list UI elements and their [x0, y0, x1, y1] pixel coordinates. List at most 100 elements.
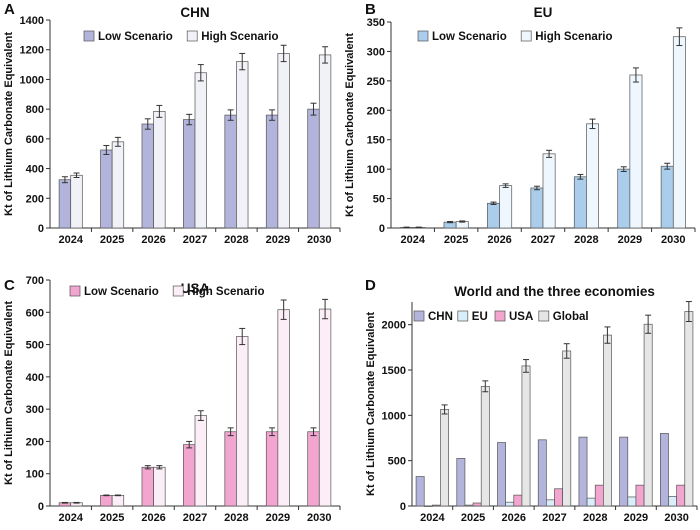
bar-usa	[554, 488, 563, 507]
chart-panel-d: D World and the three economies 0 500 1000 15…	[365, 277, 698, 524]
y-tick-label: 200	[26, 193, 44, 205]
bar-low-scenario	[58, 179, 72, 229]
bar-high-scenario	[277, 53, 290, 229]
panel-letter: C	[4, 277, 15, 294]
legend-swatch	[69, 285, 81, 297]
x-tick-label: 2029	[266, 512, 290, 524]
panel-letter: B	[365, 1, 376, 18]
panel-title: CHN	[180, 5, 209, 20]
y-axis-label: Kt of Lithium Carbonate Equivalent	[344, 33, 356, 217]
panel-title: World and the three economies	[454, 284, 655, 299]
bar-usa	[594, 484, 604, 507]
bar-high-scenario	[236, 61, 249, 229]
panel-title: USA	[181, 281, 210, 296]
y-tick-label: 200	[26, 436, 44, 448]
bar-chn	[537, 439, 547, 507]
bar-high-scenario	[277, 309, 290, 507]
bar-high-scenario	[194, 415, 207, 507]
x-tick-label: 2024	[58, 512, 83, 524]
bar-low-scenario	[307, 431, 320, 507]
x-tick-label: 2028	[583, 512, 607, 524]
y-tick-label: 400	[26, 164, 44, 176]
legend-swatch	[83, 30, 95, 42]
y-tick-label: 1500	[382, 365, 406, 377]
bar-low-scenario	[100, 149, 113, 229]
bar-low-scenario	[265, 114, 279, 229]
y-tick-label: 100	[26, 469, 44, 481]
bar-high-scenario	[194, 72, 207, 229]
bar-eu	[546, 499, 555, 507]
bar-chn	[619, 436, 629, 507]
legend-label: Low Scenario	[98, 31, 173, 43]
x-tick-label: 2028	[224, 512, 248, 524]
y-tick-label: 300	[26, 404, 44, 416]
bar-low-scenario	[265, 431, 279, 507]
x-tick-label: 2026	[487, 234, 511, 246]
x-tick-label: 2024	[420, 512, 445, 524]
bar-high-scenario	[153, 466, 166, 507]
bar-high-scenario	[318, 54, 332, 229]
x-tick-label: 2029	[266, 234, 290, 246]
y-tick-label: 800	[26, 104, 44, 116]
chart-panel-c: C USA 0 100 200 300 400 500 600 700 Kt of Lithium …	[3, 275, 341, 524]
bar-low-scenario	[183, 444, 196, 507]
bar-usa	[432, 504, 441, 507]
legend-swatch	[417, 30, 429, 42]
y-axis-label: Kt of Lithium Carbonate Equivalent	[365, 312, 377, 496]
bar-eu	[423, 505, 433, 507]
legend-swatch	[186, 30, 198, 42]
bar-global	[480, 385, 490, 507]
legend-label: High Scenario	[201, 31, 278, 43]
x-tick-label: 2030	[307, 234, 331, 246]
bar-usa	[513, 494, 523, 507]
legend-label: EU	[472, 311, 488, 323]
bar-high-scenario	[629, 74, 643, 229]
bar-usa	[676, 484, 686, 507]
bar-low-scenario	[617, 168, 631, 229]
x-tick-label: 2026	[141, 512, 165, 524]
legend-label: High Scenario	[535, 31, 612, 43]
bar-chn	[578, 436, 588, 507]
x-tick-label: 2029	[624, 512, 648, 524]
bar-low-scenario	[660, 165, 674, 229]
y-tick-label: 0	[38, 501, 44, 513]
x-tick-label: 2025	[444, 234, 468, 246]
y-tick-label: 600	[26, 307, 44, 319]
bar-high-scenario	[542, 153, 556, 229]
y-tick-label: 250	[367, 76, 385, 88]
y-tick-label: 600	[26, 134, 44, 146]
bar-global	[684, 311, 694, 507]
bar-high-scenario	[111, 141, 125, 229]
bar-chn	[497, 442, 506, 507]
x-tick-label: 2029	[618, 234, 642, 246]
bar-global	[643, 323, 653, 507]
bar-low-scenario	[141, 466, 154, 507]
bar-chn	[456, 458, 466, 507]
bar-low-scenario	[141, 123, 154, 229]
legend-swatch	[172, 285, 184, 297]
bar-eu	[464, 504, 474, 507]
legend-swatch	[538, 310, 550, 322]
bar-eu	[627, 496, 637, 507]
bar-chn	[660, 433, 669, 507]
bar-low-scenario	[487, 202, 500, 229]
y-tick-label: 1000	[382, 410, 406, 422]
bar-low-scenario	[307, 108, 320, 229]
x-tick-label: 2025	[100, 234, 124, 246]
y-tick-label: 500	[388, 456, 406, 468]
y-tick-label: 1400	[20, 15, 44, 27]
x-tick-label: 2025	[100, 512, 124, 524]
bar-low-scenario	[224, 114, 237, 229]
panel-letter: A	[4, 1, 15, 18]
x-tick-label: 2025	[461, 512, 485, 524]
bar-global	[440, 409, 449, 507]
y-tick-label: 0	[38, 223, 44, 235]
bar-eu	[586, 497, 596, 507]
x-tick-label: 2030	[661, 234, 685, 246]
x-tick-label: 2028	[574, 234, 598, 246]
bar-low-scenario	[530, 187, 544, 229]
y-tick-label: 0	[379, 223, 385, 235]
legend-label: Global	[553, 311, 589, 323]
bar-usa	[635, 484, 645, 507]
